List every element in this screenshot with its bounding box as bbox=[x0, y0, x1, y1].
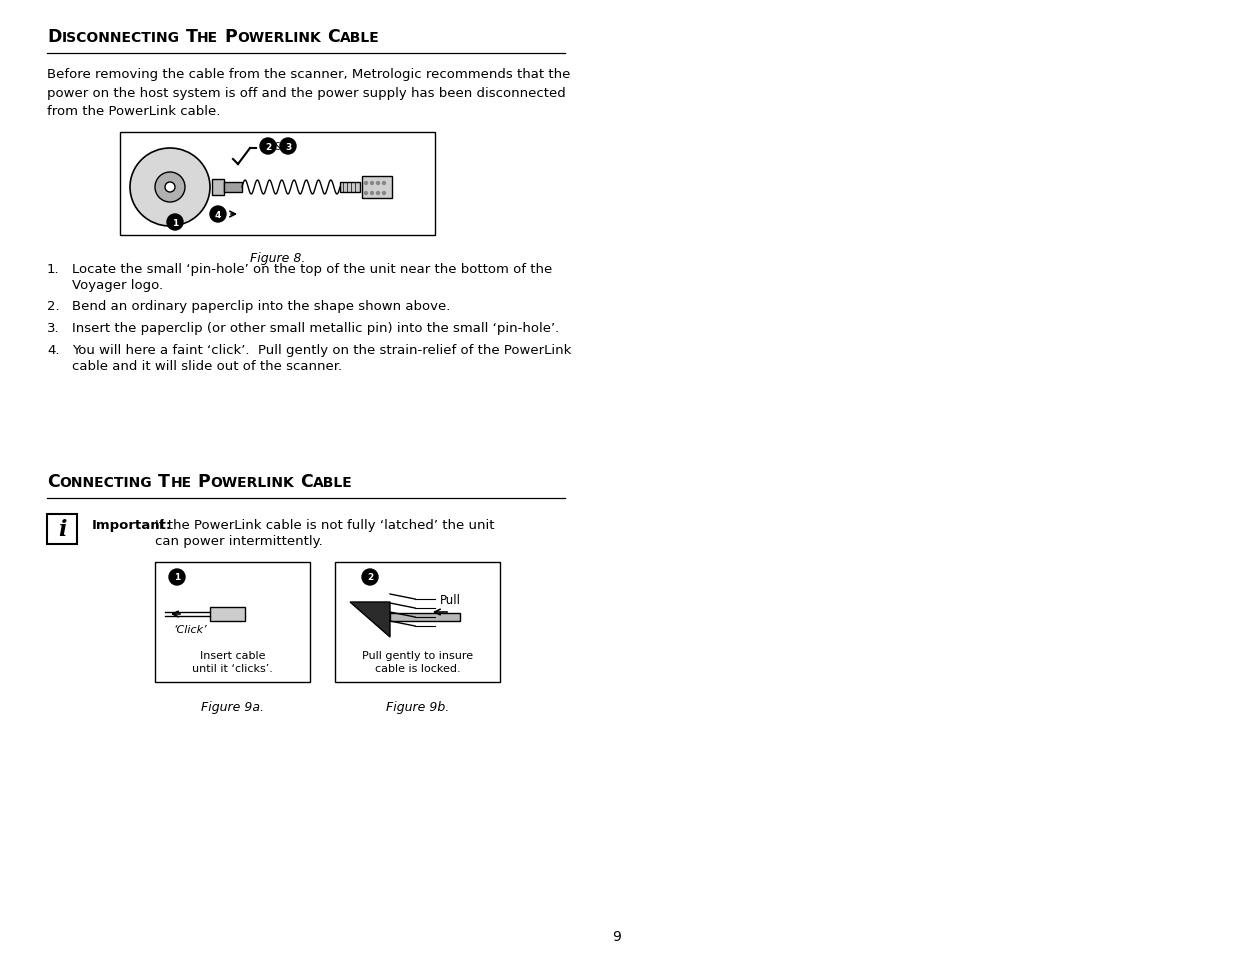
Text: 2: 2 bbox=[367, 573, 373, 582]
Circle shape bbox=[377, 182, 379, 185]
Circle shape bbox=[167, 214, 183, 231]
Text: Before removing the cable from the scanner, Metrologic recommends that the
power: Before removing the cable from the scann… bbox=[47, 68, 571, 118]
Text: 4: 4 bbox=[215, 211, 221, 219]
Text: Bend an ordinary paperclip into the shape shown above.: Bend an ordinary paperclip into the shap… bbox=[72, 299, 451, 313]
Circle shape bbox=[210, 207, 226, 223]
Ellipse shape bbox=[165, 183, 175, 193]
Circle shape bbox=[383, 182, 385, 185]
Circle shape bbox=[377, 193, 379, 195]
Circle shape bbox=[370, 193, 373, 195]
Text: 3.: 3. bbox=[47, 322, 59, 335]
Text: 4.: 4. bbox=[47, 344, 59, 356]
Text: Insert the paperclip (or other small metallic pin) into the small ‘pin-hole’.: Insert the paperclip (or other small met… bbox=[72, 322, 559, 335]
Bar bbox=[340, 183, 359, 193]
Circle shape bbox=[364, 182, 368, 185]
Text: 1: 1 bbox=[174, 573, 180, 582]
Circle shape bbox=[261, 139, 275, 154]
Circle shape bbox=[169, 569, 185, 585]
Text: Figure 9a.: Figure 9a. bbox=[201, 700, 264, 713]
Text: Locate the small ‘pin-hole’ on the top of the unit near the bottom of the: Locate the small ‘pin-hole’ on the top o… bbox=[72, 263, 552, 275]
Ellipse shape bbox=[130, 149, 210, 227]
Polygon shape bbox=[350, 602, 390, 638]
Text: P: P bbox=[225, 28, 237, 46]
Text: ABLE: ABLE bbox=[312, 476, 352, 490]
Circle shape bbox=[364, 193, 368, 195]
Text: Pull: Pull bbox=[440, 594, 461, 606]
Text: OWERLINK: OWERLINK bbox=[237, 30, 321, 45]
Text: can power intermittently.: can power intermittently. bbox=[156, 535, 322, 547]
Text: C: C bbox=[327, 28, 340, 46]
Bar bbox=[212, 180, 224, 195]
Text: &: & bbox=[274, 142, 283, 152]
Text: P: P bbox=[198, 473, 210, 491]
Text: 3: 3 bbox=[285, 142, 291, 152]
Text: 2.: 2. bbox=[47, 299, 59, 313]
Text: ISCONNECTING: ISCONNECTING bbox=[62, 30, 179, 45]
Text: cable and it will slide out of the scanner.: cable and it will slide out of the scann… bbox=[72, 359, 342, 373]
Bar bbox=[120, 132, 435, 235]
Text: C: C bbox=[47, 473, 59, 491]
Text: ‘Click’: ‘Click’ bbox=[173, 624, 206, 635]
Text: ABLE: ABLE bbox=[340, 30, 379, 45]
Bar bbox=[362, 177, 391, 199]
Text: Voyager logo.: Voyager logo. bbox=[72, 278, 163, 292]
Bar bbox=[390, 614, 459, 621]
Text: HE: HE bbox=[198, 30, 219, 45]
Text: If the PowerLink cable is not fully ‘latched’ the unit: If the PowerLink cable is not fully ‘lat… bbox=[156, 518, 494, 532]
Bar bbox=[224, 183, 242, 193]
Text: C: C bbox=[300, 473, 312, 491]
Text: OWERLINK: OWERLINK bbox=[210, 476, 294, 490]
Circle shape bbox=[362, 569, 378, 585]
Text: Pull gently to insure
cable is locked.: Pull gently to insure cable is locked. bbox=[362, 650, 473, 674]
Circle shape bbox=[280, 139, 296, 154]
Bar bbox=[210, 607, 245, 621]
Text: Figure 9b.: Figure 9b. bbox=[385, 700, 450, 713]
Bar bbox=[335, 562, 500, 682]
Text: HE: HE bbox=[170, 476, 191, 490]
Text: T: T bbox=[158, 473, 170, 491]
Text: 1.: 1. bbox=[47, 263, 59, 275]
Circle shape bbox=[383, 193, 385, 195]
Text: T: T bbox=[185, 28, 198, 46]
Bar bbox=[47, 515, 77, 544]
Text: i: i bbox=[58, 518, 67, 540]
Text: 1: 1 bbox=[172, 218, 178, 227]
Text: Figure 8.: Figure 8. bbox=[249, 252, 305, 265]
Circle shape bbox=[370, 182, 373, 185]
Text: You will here a faint ‘click’.  Pull gently on the strain-relief of the PowerLin: You will here a faint ‘click’. Pull gent… bbox=[72, 344, 572, 356]
Text: ONNECTING: ONNECTING bbox=[59, 476, 152, 490]
Text: Insert cable
until it ‘clicks’.: Insert cable until it ‘clicks’. bbox=[193, 650, 273, 674]
Text: Important:: Important: bbox=[91, 518, 172, 532]
Text: 2: 2 bbox=[264, 142, 272, 152]
Bar bbox=[156, 562, 310, 682]
Text: 9: 9 bbox=[613, 929, 621, 943]
Ellipse shape bbox=[156, 172, 185, 203]
Text: D: D bbox=[47, 28, 62, 46]
